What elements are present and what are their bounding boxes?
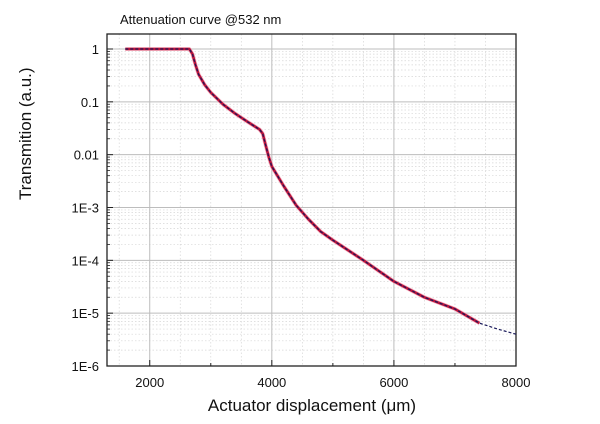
y-tick-label: 1 xyxy=(92,42,99,57)
x-tick-label: 4000 xyxy=(257,375,286,390)
y-tick-label: 1E-6 xyxy=(72,359,99,374)
series-line-measured xyxy=(125,47,481,325)
plot-frame xyxy=(106,33,517,367)
chart-title: Attenuation curve @532 nm xyxy=(120,12,282,27)
y-tick-label: 0.01 xyxy=(74,148,99,163)
x-tick-label: 6000 xyxy=(379,375,408,390)
series-line-fit xyxy=(125,48,517,335)
y-tick-label: 1E-3 xyxy=(72,201,99,216)
x-axis-label: Actuator displacement (μm) xyxy=(207,396,417,415)
x-tick-label: 8000 xyxy=(502,375,531,390)
y-tick-label: 1E-5 xyxy=(72,306,99,321)
x-tick-label: 2000 xyxy=(135,375,164,390)
y-axis-label: Transmition (a.u.) xyxy=(16,67,35,200)
y-tick-label: 0.1 xyxy=(81,95,99,110)
y-tick-label: 1E-4 xyxy=(72,253,99,268)
